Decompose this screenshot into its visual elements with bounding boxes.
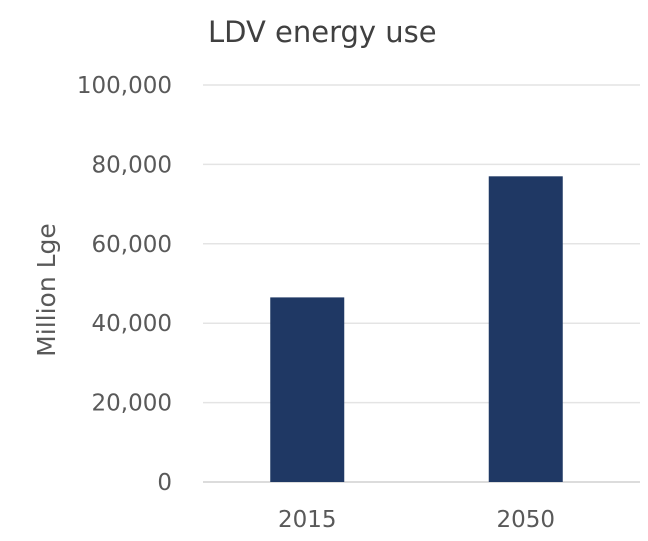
bar-2050	[488, 176, 563, 482]
bars	[270, 176, 563, 482]
y-axis-label: Million Lge	[32, 223, 61, 357]
chart-title: LDV energy use	[208, 15, 437, 49]
y-tick-label: 100,000	[77, 73, 172, 99]
bar-2015	[270, 297, 345, 482]
y-tick-label: 40,000	[92, 311, 172, 337]
x-tick-label: 2050	[496, 507, 555, 533]
x-tick-label: 2015	[278, 507, 337, 533]
y-tick-label: 0	[157, 470, 172, 496]
x-tick-labels: 2015 2050	[278, 507, 555, 533]
y-tick-label: 20,000	[92, 391, 172, 417]
y-tick-label: 80,000	[92, 152, 172, 178]
gridlines	[203, 84, 640, 483]
y-tick-labels: 0 20,000 40,000 60,000 80,000 100,000	[77, 73, 172, 496]
y-tick-label: 60,000	[92, 232, 172, 258]
